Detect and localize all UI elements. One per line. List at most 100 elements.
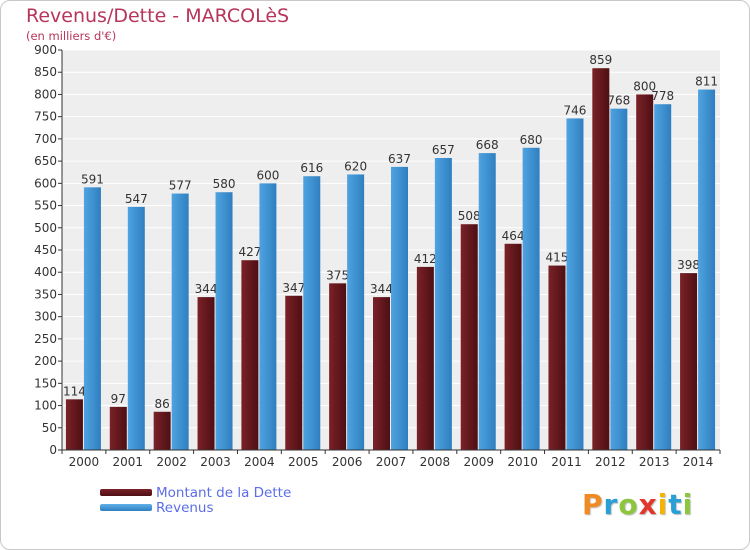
y-tick-label: 650 xyxy=(34,154,57,168)
logo-letter: x xyxy=(638,488,658,521)
data-label-revenus: 637 xyxy=(388,152,411,166)
data-label-revenus: 620 xyxy=(344,159,367,173)
x-tick-label: 2011 xyxy=(551,455,582,469)
bar-dette xyxy=(329,283,347,450)
x-tick-label: 2007 xyxy=(376,455,407,469)
data-label-revenus: 680 xyxy=(520,133,543,147)
logo-letter: r xyxy=(603,488,619,521)
bar-dette xyxy=(636,94,654,450)
bar-revenus xyxy=(654,104,672,450)
x-tick-label: 2003 xyxy=(200,455,231,469)
data-label-dette: 344 xyxy=(195,282,218,296)
y-tick-label: 450 xyxy=(34,243,57,257)
bar-revenus xyxy=(698,89,716,451)
bar-revenus xyxy=(347,174,365,450)
y-tick-label: 400 xyxy=(34,265,57,279)
bar-dette xyxy=(153,411,171,450)
data-label-revenus: 547 xyxy=(125,192,148,206)
y-tick-label: 50 xyxy=(42,421,57,435)
data-label-dette: 398 xyxy=(677,258,700,272)
y-tick-label: 100 xyxy=(34,399,57,413)
x-tick-label: 2014 xyxy=(683,455,714,469)
data-label-revenus: 657 xyxy=(432,143,455,157)
y-tick-label: 350 xyxy=(34,287,57,301)
data-label-revenus: 668 xyxy=(476,138,499,152)
y-tick-label: 0 xyxy=(49,443,57,457)
bar-dette xyxy=(373,297,390,450)
bar-dette xyxy=(680,273,698,450)
bar-revenus xyxy=(127,206,145,450)
x-tick-label: 2008 xyxy=(420,455,451,469)
y-tick-label: 550 xyxy=(34,199,57,213)
bar-revenus xyxy=(171,193,189,451)
y-tick-label: 200 xyxy=(34,354,57,368)
bar-dette xyxy=(285,295,303,450)
bar-revenus xyxy=(522,147,540,450)
y-tick-label: 700 xyxy=(34,132,57,146)
x-tick-label: 2009 xyxy=(463,455,494,469)
logo-letter: t xyxy=(668,488,683,521)
x-tick-label: 2004 xyxy=(244,455,275,469)
bar-dette xyxy=(109,406,127,450)
x-tick-label: 2005 xyxy=(288,455,319,469)
data-label-dette: 412 xyxy=(414,252,437,266)
data-label-revenus: 577 xyxy=(169,179,192,193)
legend-label-revenus: Revenus xyxy=(156,500,214,516)
data-label-dette: 86 xyxy=(155,397,170,411)
bar-dette xyxy=(241,260,259,450)
bar-dette xyxy=(460,224,478,450)
y-tick-label: 300 xyxy=(34,310,57,324)
proxiti-logo: Proxiti xyxy=(582,488,693,521)
data-label-dette: 508 xyxy=(458,209,481,223)
x-tick-label: 2001 xyxy=(113,455,144,469)
logo-letter: o xyxy=(618,488,639,521)
y-tick-label: 150 xyxy=(34,376,57,390)
bar-dette xyxy=(548,265,566,450)
x-tick-label: 2006 xyxy=(332,455,363,469)
legend-swatch-dette xyxy=(100,489,152,496)
data-label-dette: 859 xyxy=(589,53,612,67)
y-tick-label: 850 xyxy=(34,65,57,79)
data-label-dette: 375 xyxy=(326,268,349,282)
chart-subtitle: (en milliers d'€) xyxy=(26,29,117,43)
chart-title: Revenus/Dette - MARCOLèS xyxy=(26,5,290,27)
bar-revenus xyxy=(215,192,233,450)
data-label-revenus: 746 xyxy=(564,103,587,117)
logo-letter: i xyxy=(682,488,694,521)
bar-revenus xyxy=(610,108,628,451)
x-tick-label: 2013 xyxy=(639,455,670,469)
x-tick-label: 2010 xyxy=(507,455,538,469)
x-tick-label: 2002 xyxy=(156,455,187,469)
data-label-revenus: 600 xyxy=(256,168,279,182)
bar-revenus xyxy=(391,166,408,450)
bar-revenus xyxy=(478,153,496,450)
bar-revenus xyxy=(83,187,101,451)
y-tick-label: 750 xyxy=(34,110,57,124)
legend-label-dette: Montant de la Dette xyxy=(156,485,292,501)
bar-revenus xyxy=(259,183,277,451)
data-label-dette: 114 xyxy=(63,384,86,398)
bar-dette xyxy=(504,243,522,450)
data-label-revenus: 811 xyxy=(695,75,718,89)
y-tick-label: 900 xyxy=(34,43,57,57)
data-label-dette: 97 xyxy=(111,392,126,406)
bar-dette xyxy=(592,68,610,450)
data-label-revenus: 616 xyxy=(300,161,323,175)
data-label-revenus: 768 xyxy=(607,94,630,108)
x-tick-label: 2000 xyxy=(69,455,100,469)
logo-letter: i xyxy=(657,488,669,521)
bar-revenus xyxy=(303,176,321,450)
y-tick-label: 800 xyxy=(34,87,57,101)
data-label-dette: 415 xyxy=(546,251,569,265)
bar-revenus xyxy=(434,158,452,450)
bar-dette xyxy=(416,266,434,450)
bar-revenus xyxy=(566,118,584,450)
bar-dette xyxy=(65,399,83,450)
data-label-revenus: 778 xyxy=(651,89,674,103)
x-tick-label: 2012 xyxy=(595,455,626,469)
data-label-dette: 464 xyxy=(502,229,525,243)
y-tick-label: 600 xyxy=(34,176,57,190)
data-label-dette: 427 xyxy=(238,245,261,259)
data-label-dette: 347 xyxy=(282,281,305,295)
